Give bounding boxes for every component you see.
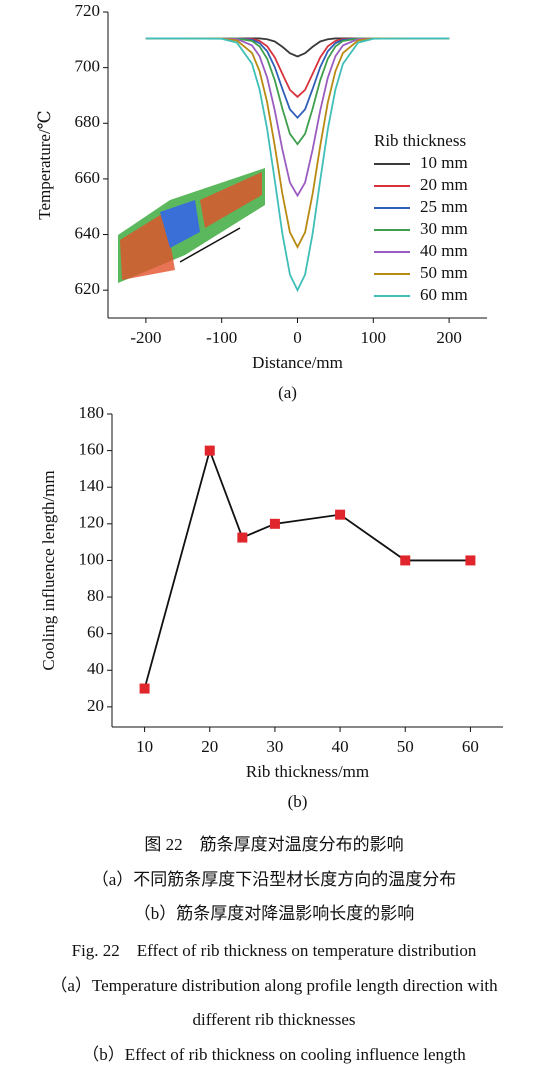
x-axis-label: Rib thickness/mm bbox=[246, 762, 369, 781]
y-tick-label: 660 bbox=[75, 168, 101, 187]
legend-label: 30 mm bbox=[420, 219, 468, 238]
caption-line: （a）Temperature distribution along profil… bbox=[50, 976, 498, 995]
y-tick-label: 100 bbox=[79, 549, 105, 568]
x-tick-label: 40 bbox=[332, 737, 349, 756]
y-tick-label: 140 bbox=[79, 476, 105, 495]
y-tick-label: 700 bbox=[75, 57, 101, 76]
marker bbox=[237, 532, 248, 543]
y-tick-label: 80 bbox=[87, 586, 104, 605]
y-tick-label: 180 bbox=[79, 403, 105, 422]
marker bbox=[465, 555, 476, 566]
marker bbox=[335, 509, 346, 520]
x-tick-label: -200 bbox=[130, 328, 161, 347]
inset-model bbox=[118, 168, 265, 283]
line-series bbox=[145, 37, 450, 293]
line-series bbox=[145, 37, 450, 58]
y-tick-label: 160 bbox=[79, 440, 105, 459]
legend-label: 40 mm bbox=[420, 241, 468, 260]
marker bbox=[269, 518, 280, 529]
caption-line: 图 22 筋条厚度对温度分布的影响 bbox=[144, 835, 403, 854]
y-tick-label: 720 bbox=[75, 1, 101, 20]
y-tick-label: 680 bbox=[75, 112, 101, 131]
y-axis-label: Cooling influence length/mm bbox=[39, 470, 58, 670]
legend-label: 25 mm bbox=[420, 197, 468, 216]
line-series bbox=[145, 37, 450, 120]
line-series bbox=[145, 37, 450, 99]
x-tick-label: 200 bbox=[436, 328, 462, 347]
legend-label: 10 mm bbox=[420, 153, 468, 172]
caption-line: （b）筋条厚度对降温影响长度的影响 bbox=[134, 904, 415, 923]
caption-line: different rib thicknesses bbox=[192, 1010, 355, 1029]
y-tick-label: 40 bbox=[87, 659, 104, 678]
legend-label: 60 mm bbox=[420, 285, 468, 304]
legend-label: 20 mm bbox=[420, 175, 468, 194]
y-axis-label: Temperature/℃ bbox=[35, 110, 54, 219]
line-series bbox=[145, 37, 450, 198]
caption-line: （a）不同筋条厚度下沿型材长度方向的温度分布 bbox=[92, 870, 457, 889]
line bbox=[143, 447, 471, 689]
y-tick-label: 60 bbox=[87, 623, 104, 642]
x-tick-label: 50 bbox=[397, 737, 414, 756]
caption: 图 22 筋条厚度对温度分布的影响 （a）不同筋条厚度下沿型材长度方向的温度分布… bbox=[50, 835, 498, 1064]
marker bbox=[400, 555, 411, 566]
line-series bbox=[145, 37, 450, 250]
sub-label: (a) bbox=[278, 383, 297, 402]
legend-label: 50 mm bbox=[420, 263, 468, 282]
y-tick-label: 640 bbox=[75, 223, 101, 242]
line-series bbox=[145, 37, 450, 146]
x-tick-label: 20 bbox=[201, 737, 218, 756]
y-tick-label: 120 bbox=[79, 513, 105, 532]
x-tick-label: 0 bbox=[293, 328, 302, 347]
inset-arrow bbox=[179, 227, 241, 263]
inset-hot bbox=[200, 172, 262, 228]
inset-hot bbox=[120, 212, 175, 280]
caption-line: Fig. 22 Effect of rib thickness on tempe… bbox=[72, 941, 477, 960]
x-tick-label: 10 bbox=[136, 737, 153, 756]
x-tick-label: -100 bbox=[206, 328, 237, 347]
inset-cool bbox=[160, 200, 200, 248]
y-tick-label: 20 bbox=[87, 696, 104, 715]
x-tick-label: 30 bbox=[266, 737, 283, 756]
x-axis-label: Distance/mm bbox=[252, 353, 343, 372]
caption-line: （b）Effect of rib thickness on cooling in… bbox=[82, 1045, 466, 1064]
y-tick-label: 620 bbox=[75, 279, 101, 298]
marker bbox=[204, 445, 215, 456]
marker bbox=[139, 683, 150, 694]
x-tick-label: 100 bbox=[361, 328, 387, 347]
x-tick-label: 60 bbox=[462, 737, 479, 756]
sub-label: (b) bbox=[288, 792, 308, 811]
legend-title: Rib thickness bbox=[374, 131, 466, 150]
